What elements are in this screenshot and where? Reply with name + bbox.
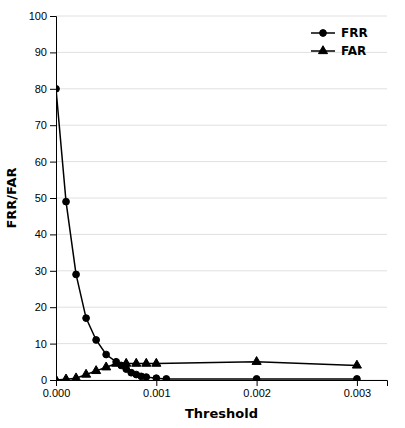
grid-line: [56, 234, 387, 235]
tick-label: 0.002: [243, 387, 271, 399]
tick-label: 60: [35, 156, 47, 168]
point: [163, 376, 170, 380]
tick-mark: [357, 380, 358, 386]
tick-mark: [50, 271, 56, 272]
x-axis-title: Threshold: [185, 406, 258, 421]
tick: 100: [29, 10, 56, 22]
point: [56, 85, 59, 92]
point: [61, 374, 70, 380]
tick-label: 10: [35, 338, 47, 350]
point: [93, 337, 100, 344]
tick-label: 0: [41, 374, 47, 386]
y-axis-title: FRR/FAR: [4, 167, 19, 228]
legend-label: FAR: [341, 44, 366, 58]
tick: 60: [35, 156, 56, 168]
tick-mark: [50, 52, 56, 53]
axis-line: [50, 17, 57, 381]
tick: 20: [35, 301, 56, 313]
point: [253, 376, 260, 380]
chart: 0.000 0.001 0.002 0.003 0 10 20 30 40 50 60 70 80 90 1…: [0, 0, 405, 428]
point: [56, 375, 61, 380]
tick: 0.002: [243, 380, 271, 399]
grid-line: [56, 343, 387, 344]
legend: FRR FAR: [311, 26, 368, 58]
point: [132, 358, 141, 366]
tick-mark: [50, 344, 56, 345]
axis-line: [57, 381, 388, 387]
grid-line: [56, 125, 387, 126]
tick: 0.001: [143, 380, 171, 399]
tick-mark: [50, 198, 56, 199]
point: [352, 360, 361, 368]
point: [103, 351, 110, 358]
point: [354, 376, 361, 380]
series-group: [56, 85, 361, 380]
legend-item: FRR: [311, 26, 368, 40]
grid-line: [56, 88, 387, 89]
grid-line: [56, 270, 387, 271]
tick-label: 30: [35, 265, 47, 277]
tick-mark: [50, 162, 56, 163]
legend-marker: [318, 46, 327, 54]
tick-label: 0.001: [143, 387, 171, 399]
tick-mark: [156, 380, 157, 386]
point: [153, 375, 160, 380]
grid-line: [56, 52, 387, 53]
legend-marker: [320, 30, 327, 37]
point: [143, 374, 150, 380]
point: [63, 198, 70, 205]
tick-label: 20: [35, 301, 47, 313]
point: [122, 358, 131, 366]
point: [152, 358, 161, 366]
tick: 0: [41, 374, 56, 386]
grid-line: [56, 161, 387, 162]
tick-label: 90: [35, 46, 47, 58]
point: [83, 315, 90, 322]
tick-mark: [50, 234, 56, 235]
point: [92, 366, 101, 374]
tick-label: 0.000: [43, 387, 71, 399]
tick: 10: [35, 338, 56, 350]
legend-label: FRR: [341, 26, 368, 40]
tick: 40: [35, 228, 56, 240]
tick-label: 70: [35, 119, 47, 131]
tick-label: 100: [29, 10, 47, 22]
tick-mark: [50, 16, 56, 17]
tick-mark: [257, 380, 258, 386]
point: [142, 358, 151, 366]
tick: 90: [35, 46, 56, 58]
tick-mark: [50, 380, 56, 381]
point: [102, 362, 111, 370]
tick: 50: [35, 192, 56, 204]
tick: 0.003: [344, 380, 372, 399]
plot: 0.000 0.001 0.002 0.003 0 10 20 30 40 50 60 70 80 90 1…: [29, 10, 388, 399]
legend-item: FAR: [311, 44, 366, 58]
tick: 70: [35, 119, 56, 131]
point: [112, 358, 121, 366]
grid: [56, 16, 387, 380]
tick-label: 0.003: [344, 387, 372, 399]
y-axis: 0 10 20 30 40 50 60 70 80 90 100: [29, 10, 57, 386]
tick-label: 40: [35, 228, 47, 240]
tick-mark: [50, 125, 56, 126]
tick-mark: [50, 89, 56, 90]
point: [252, 357, 261, 365]
point: [82, 369, 91, 377]
x-axis: 0.000 0.001 0.002 0.003: [43, 380, 388, 399]
tick: 30: [35, 265, 56, 277]
series-line: [56, 89, 357, 379]
grid-line: [56, 16, 387, 17]
tick: 80: [35, 83, 56, 95]
point: [73, 271, 80, 278]
point: [72, 373, 81, 380]
tick-mark: [50, 307, 56, 308]
grid-line: [56, 307, 387, 308]
series-line: [56, 362, 357, 380]
tick-label: 50: [35, 192, 47, 204]
tick-label: 80: [35, 83, 47, 95]
grid-line: [56, 198, 387, 199]
